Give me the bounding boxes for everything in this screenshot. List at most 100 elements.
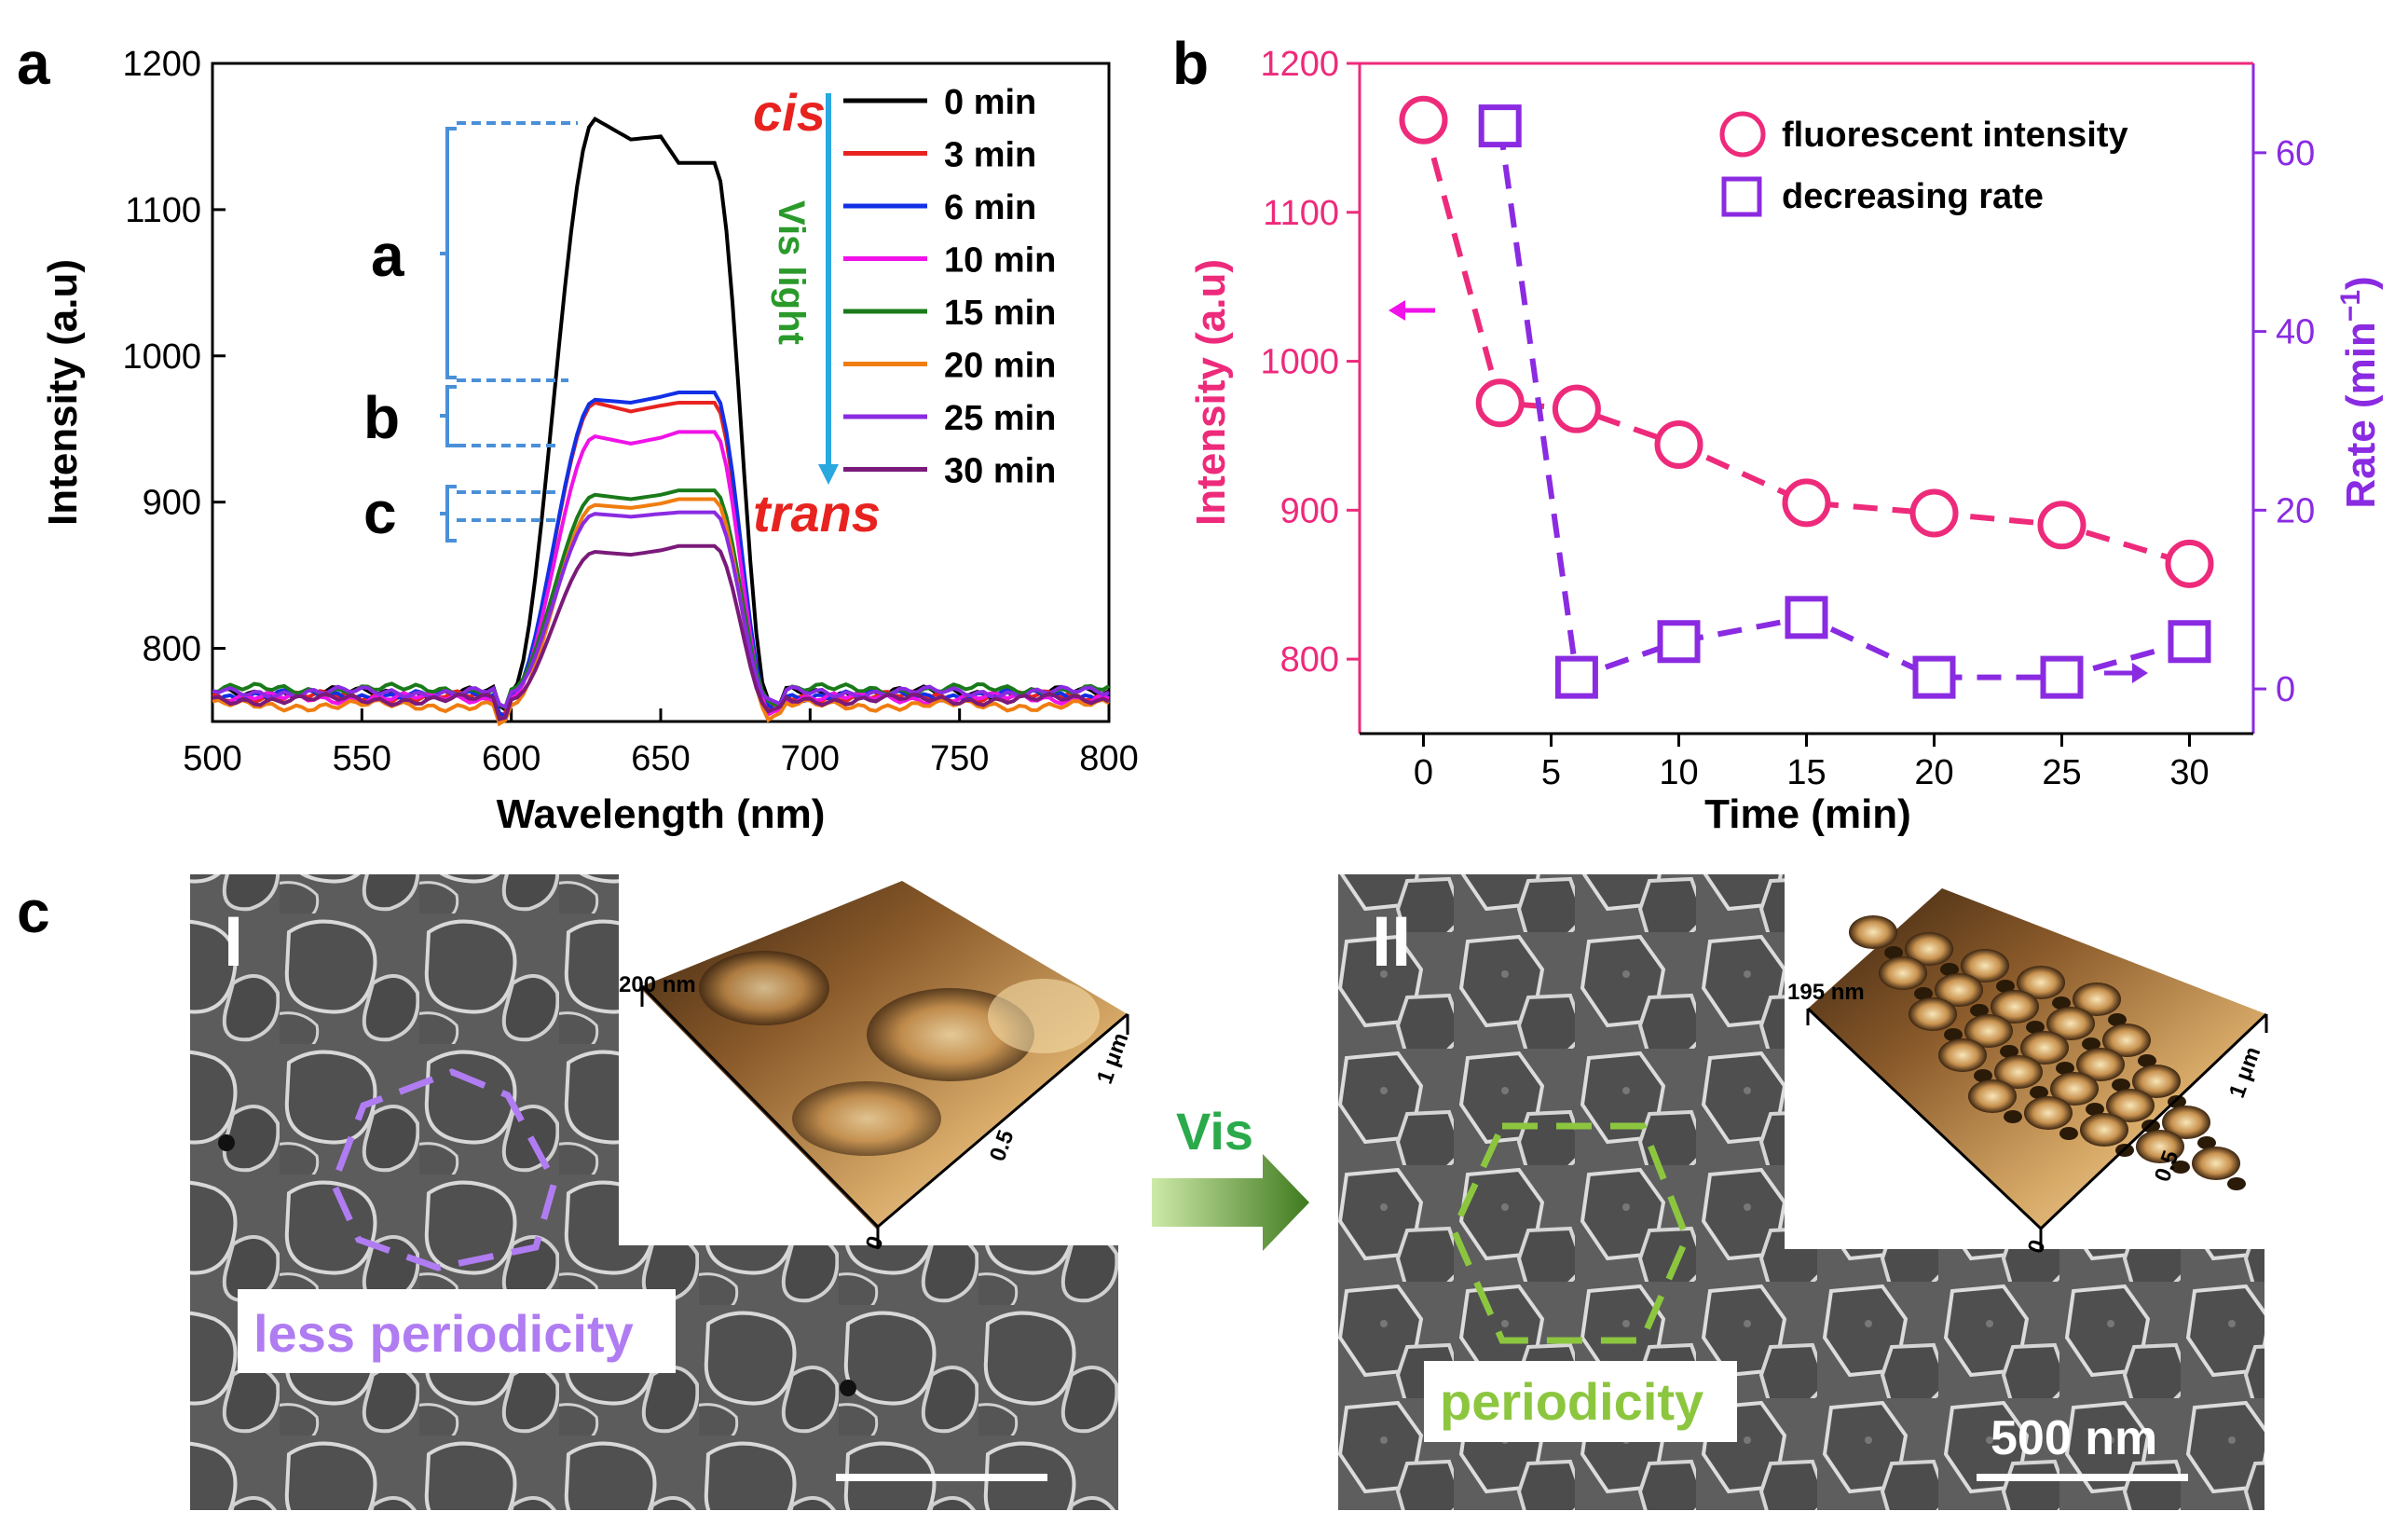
chart-b-xtick-label: 25 bbox=[2042, 753, 2081, 792]
afm-pit bbox=[2108, 1013, 2127, 1026]
chart-b-ltick-label: 1000 bbox=[1260, 343, 1339, 382]
chart-a-x-ticks: 500 550 600 650 700 750 800 bbox=[183, 708, 1139, 778]
afm-height-I: 200 nm bbox=[619, 972, 696, 997]
sem-label-II: II bbox=[1372, 902, 1411, 982]
chart-b-legend-square bbox=[1721, 176, 1762, 217]
chart-a-ytick-label: 1100 bbox=[125, 191, 201, 230]
afm-bump bbox=[1991, 990, 2039, 1024]
chart-a-series-line bbox=[212, 400, 1111, 720]
afm-bump bbox=[2046, 1007, 2095, 1040]
chart-a-xtick-label: 500 bbox=[183, 739, 241, 778]
afm-bump bbox=[1968, 1079, 2017, 1113]
afm-pit bbox=[1940, 963, 1959, 976]
afm-pit bbox=[1914, 987, 1933, 1000]
panel-b-letter: b bbox=[1172, 30, 1209, 97]
afm-bump bbox=[2024, 1096, 2073, 1130]
afm-pit bbox=[2030, 1086, 2048, 1099]
caption-II: periodicity bbox=[1440, 1372, 1703, 1431]
afm-bump bbox=[2132, 1065, 2181, 1098]
afm-pit bbox=[1884, 946, 1903, 959]
chart-a-xtick-label: 600 bbox=[482, 739, 540, 778]
chart-b-legend-label-1: fluorescent intensity bbox=[1782, 116, 2128, 155]
afm-bump bbox=[1879, 956, 1927, 990]
afm-bump bbox=[2136, 1130, 2184, 1163]
sem-label-I: I bbox=[224, 902, 243, 982]
chart-b-ylabel-right-close: ) bbox=[2338, 276, 2384, 290]
panel-c: I less periodicity 200 nm 0 0.5 1 μm Vis bbox=[190, 874, 2268, 1510]
chart-a-legend-label: 15 min bbox=[944, 294, 1056, 333]
chart-b-intensity-point bbox=[1475, 378, 1525, 428]
chart-b-intensity-point bbox=[1654, 420, 1703, 470]
chart-a-legend-label: 0 min bbox=[944, 83, 1036, 122]
chart-a-series-line bbox=[212, 510, 1110, 710]
chart-a-xtick-label: 550 bbox=[333, 739, 391, 778]
chart-b-rate-point bbox=[2040, 655, 2084, 699]
chart-b-rtick-label: 0 bbox=[2276, 670, 2295, 709]
chart-b-rate-point bbox=[2168, 620, 2211, 664]
afm-pit bbox=[1996, 980, 2015, 993]
chart-b-xtick-label: 5 bbox=[1541, 753, 1561, 792]
afm-height-II: 195 nm bbox=[1787, 980, 1865, 1005]
chart-a-series-line bbox=[212, 543, 1110, 721]
chart-a-bracket-b-label: b bbox=[363, 384, 400, 451]
afm-image-I bbox=[640, 881, 1129, 1249]
chart-a-legend-label: 6 min bbox=[944, 188, 1036, 227]
afm-pit bbox=[2052, 996, 2071, 1010]
chart-b-rate-point bbox=[1478, 104, 1522, 148]
afm-bump bbox=[1849, 915, 1897, 949]
afm-pit bbox=[2082, 1037, 2100, 1051]
chart-a-ytick-label: 800 bbox=[143, 630, 201, 669]
chart-b-legend-circle bbox=[1719, 111, 1766, 158]
chart-b-series bbox=[1399, 95, 2214, 699]
chart-a: 500 550 600 650 700 750 800 800 900 1000 1100 1200… bbox=[40, 45, 1139, 837]
afm-bump bbox=[2102, 1024, 2151, 1057]
afm-pit bbox=[1944, 1028, 1963, 1041]
afm-bump bbox=[2076, 1048, 2125, 1081]
chart-a-y-ticks: 800 900 1000 1100 1200 bbox=[122, 45, 226, 669]
chart-a-xlabel: Wavelength (nm) bbox=[497, 791, 826, 837]
chart-b-intensity-point bbox=[2037, 501, 2086, 550]
chart-a-legend-label: 30 min bbox=[944, 452, 1056, 491]
chart-a-series-line bbox=[212, 391, 1111, 721]
scale-bar-label: 500 nm bbox=[1991, 1411, 2157, 1465]
sem-hexagon-II bbox=[1450, 1122, 1690, 1344]
chart-b-ylabel-right-main: Rate (min bbox=[2338, 322, 2384, 508]
afm-bump bbox=[1964, 1014, 2013, 1048]
chart-a-legend-label: 10 min bbox=[944, 241, 1056, 281]
chart-b-rate-point bbox=[1912, 655, 1956, 699]
chart-a-legend-label: 20 min bbox=[944, 347, 1056, 386]
chart-b-left-arrowhead bbox=[1389, 300, 1405, 321]
chart-b-intensity-point bbox=[1909, 488, 1959, 538]
panel-a-letter: a bbox=[17, 30, 50, 97]
chart-a-bracket-a bbox=[440, 121, 578, 382]
chart-b-rate-point bbox=[1657, 620, 1701, 664]
chart-b-intensity-point bbox=[1399, 95, 1448, 144]
afm-bumps-II bbox=[1849, 915, 2246, 1190]
chart-a-ylabel: Intensity (a.u) bbox=[40, 259, 86, 526]
chart-b-xtick-label: 30 bbox=[2169, 753, 2209, 792]
caption-I: less periodicity bbox=[253, 1304, 634, 1363]
afm-bump bbox=[2073, 982, 2121, 1016]
afm-pit bbox=[2138, 1054, 2156, 1067]
chart-a-legend-label: 3 min bbox=[944, 136, 1036, 175]
chart-b-ltick-label: 900 bbox=[1280, 491, 1339, 530]
chart-a-legend: 0 min 3 min 6 min 10 min 15 min 20 min 25 min 3… bbox=[843, 83, 1056, 491]
afm-pit bbox=[2000, 1045, 2018, 1058]
afm-pit bbox=[1974, 1069, 1992, 1082]
chart-b-right-arrowhead bbox=[2132, 663, 2148, 683]
chart-b-xlabel: Time (min) bbox=[1704, 791, 1911, 837]
afm-bump bbox=[1935, 973, 1983, 1007]
vis-arrow bbox=[1152, 1154, 1309, 1251]
afm-pit bbox=[2227, 1177, 2246, 1190]
chart-b-rate-point bbox=[1785, 596, 1828, 639]
chart-b-rtick-label: 60 bbox=[2276, 134, 2315, 173]
chart-a-trans-label: trans bbox=[753, 484, 881, 543]
chart-a-xtick-label: 650 bbox=[631, 739, 690, 778]
vis-arrow-label: Vis bbox=[1176, 1102, 1253, 1161]
chart-b-ltick-label: 1200 bbox=[1260, 45, 1339, 84]
chart-b-rtick-label: 40 bbox=[2276, 313, 2315, 352]
chart-b-ltick-label: 1100 bbox=[1263, 194, 1339, 233]
chart-a-cis-label: cis bbox=[753, 83, 826, 142]
